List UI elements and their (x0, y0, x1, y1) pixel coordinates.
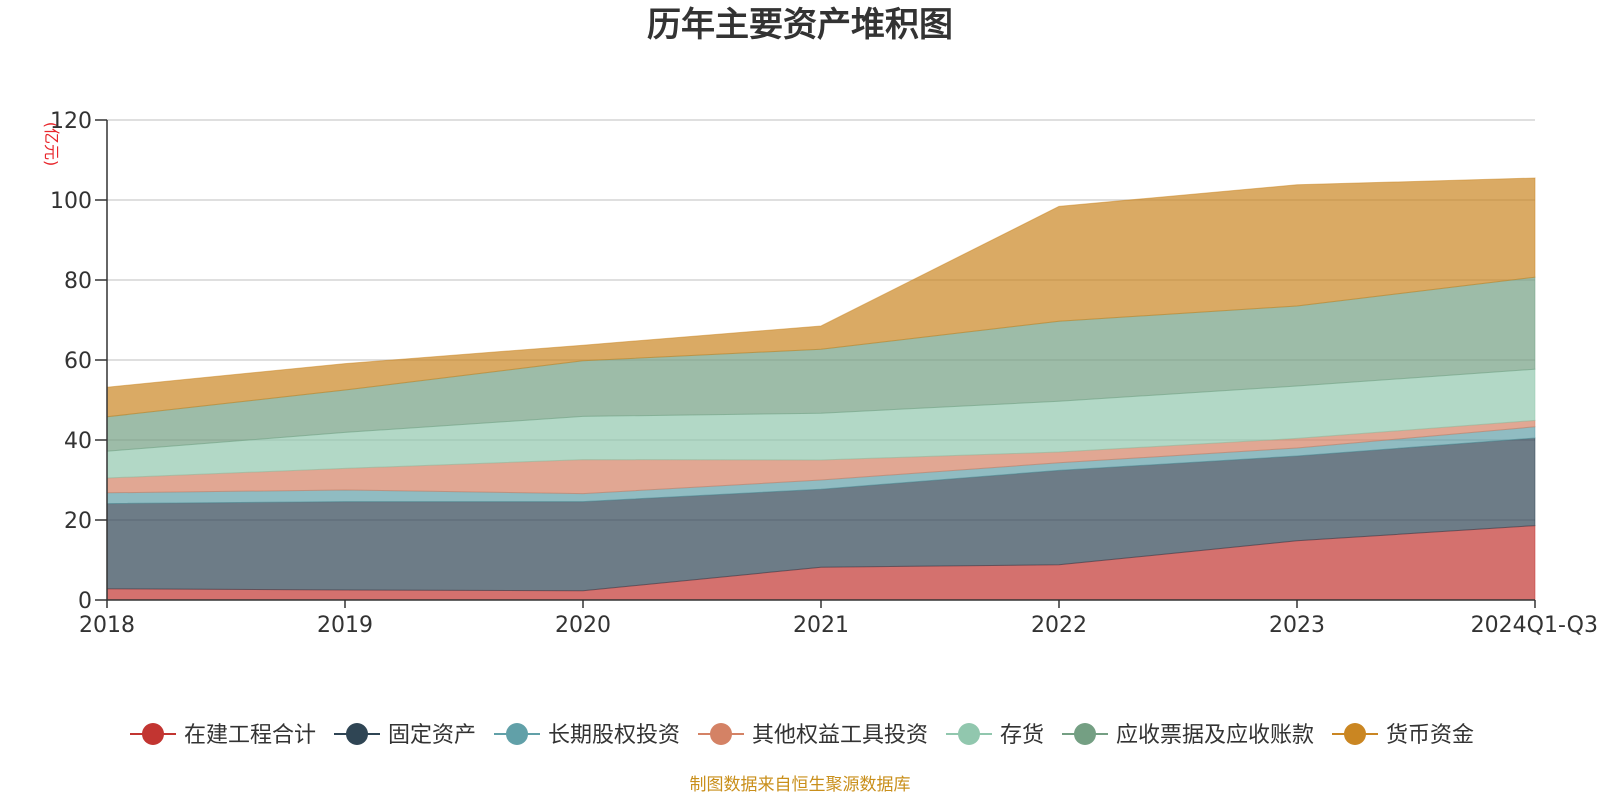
legend-label: 固定资产 (388, 723, 476, 748)
legend-item-在建工程合计[interactable]: 在建工程合计 (130, 723, 316, 748)
legend-marker (958, 723, 980, 745)
legend-item-货币资金[interactable]: 货币资金 (1332, 723, 1474, 748)
legend-marker (346, 723, 368, 745)
legend-label: 在建工程合计 (184, 723, 316, 748)
legend-marker (1344, 723, 1366, 745)
x-axis-ticks: 2018 2019 2020 2021 2022 2023 2024Q1-Q3 (79, 600, 1598, 638)
legend-item-存货[interactable]: 存货 (946, 723, 1044, 748)
x-tick-label: 2020 (555, 613, 611, 638)
y-tick-label: 40 (64, 429, 92, 454)
x-tick-label: 2024Q1-Q3 (1471, 613, 1598, 638)
source-note: 制图数据来自恒生聚源数据库 (690, 775, 911, 795)
legend-item-固定资产[interactable]: 固定资产 (334, 723, 476, 748)
chart-title: 历年主要资产堆积图 (647, 5, 953, 45)
x-tick-label: 2022 (1031, 613, 1087, 638)
legend: 在建工程合计 固定资产 长期股权投资 其他权益工具投资 存货 应收票据及应收账款 货币资金 (130, 723, 1474, 748)
legend-label: 存货 (1000, 723, 1044, 748)
legend-marker (1074, 723, 1096, 745)
area-series (106, 177, 1536, 601)
legend-item-其他权益工具投资[interactable]: 其他权益工具投资 (698, 723, 928, 748)
area-货币资金 (106, 177, 1536, 418)
x-tick-label: 2018 (79, 613, 135, 638)
legend-marker (506, 723, 528, 745)
x-tick-label: 2019 (317, 613, 373, 638)
legend-marker (142, 723, 164, 745)
y-tick-label: 100 (50, 189, 92, 214)
legend-marker (710, 723, 732, 745)
legend-item-应收票据及应收账款[interactable]: 应收票据及应收账款 (1062, 723, 1314, 748)
y-axis-ticks: 0 20 40 60 80 100 120 (50, 109, 107, 614)
y-tick-label: 0 (78, 589, 92, 614)
y-tick-label: 120 (50, 109, 92, 134)
legend-label: 其他权益工具投资 (752, 723, 928, 748)
legend-item-长期股权投资[interactable]: 长期股权投资 (494, 723, 680, 748)
y-tick-label: 80 (64, 269, 92, 294)
legend-label: 货币资金 (1386, 723, 1474, 748)
y-tick-label: 60 (64, 349, 92, 374)
legend-label: 长期股权投资 (548, 723, 680, 748)
y-tick-label: 20 (64, 509, 92, 534)
y-axis-unit: (亿元) (42, 122, 61, 167)
x-tick-label: 2021 (793, 613, 849, 638)
legend-label: 应收票据及应收账款 (1116, 723, 1314, 748)
x-tick-label: 2023 (1269, 613, 1325, 638)
